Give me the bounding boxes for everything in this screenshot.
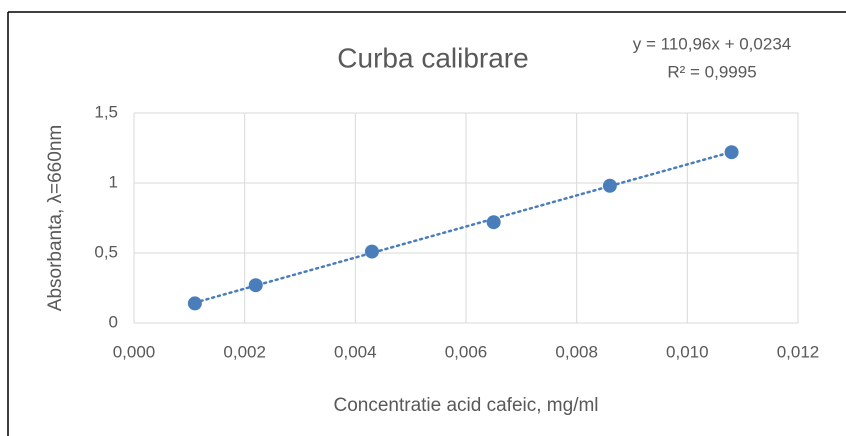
y-tick-label: 1,5 bbox=[94, 102, 118, 121]
trendline bbox=[193, 150, 733, 304]
x-tick-label: 0,008 bbox=[555, 342, 598, 361]
y-axis-label: Absorbanta, λ=660nm bbox=[45, 125, 66, 311]
x-tick-label: 0,000 bbox=[113, 342, 156, 361]
y-tick-label: 0,5 bbox=[94, 242, 118, 261]
data-point bbox=[364, 244, 379, 259]
x-axis-label: Concentratie acid cafeic, mg/ml bbox=[333, 395, 598, 416]
data-point bbox=[248, 278, 263, 293]
data-point bbox=[486, 215, 501, 230]
y-tick-label: 1 bbox=[109, 172, 118, 191]
data-point bbox=[724, 145, 739, 160]
data-point bbox=[602, 178, 617, 193]
x-tick-label: 0,004 bbox=[334, 342, 377, 361]
x-tick-label: 0,010 bbox=[666, 342, 709, 361]
trendline-r2: R² = 0,9995 bbox=[667, 62, 756, 81]
trendline-equation: y = 110,96x + 0,0234 bbox=[633, 34, 791, 53]
x-tick-label: 0,012 bbox=[777, 342, 820, 361]
x-tick-label: 0,006 bbox=[445, 342, 488, 361]
x-tick-label: 0,002 bbox=[223, 342, 266, 361]
data-point bbox=[187, 296, 202, 311]
y-tick-label: 0 bbox=[109, 312, 118, 331]
chart-title: Curba calibrare bbox=[337, 42, 528, 73]
